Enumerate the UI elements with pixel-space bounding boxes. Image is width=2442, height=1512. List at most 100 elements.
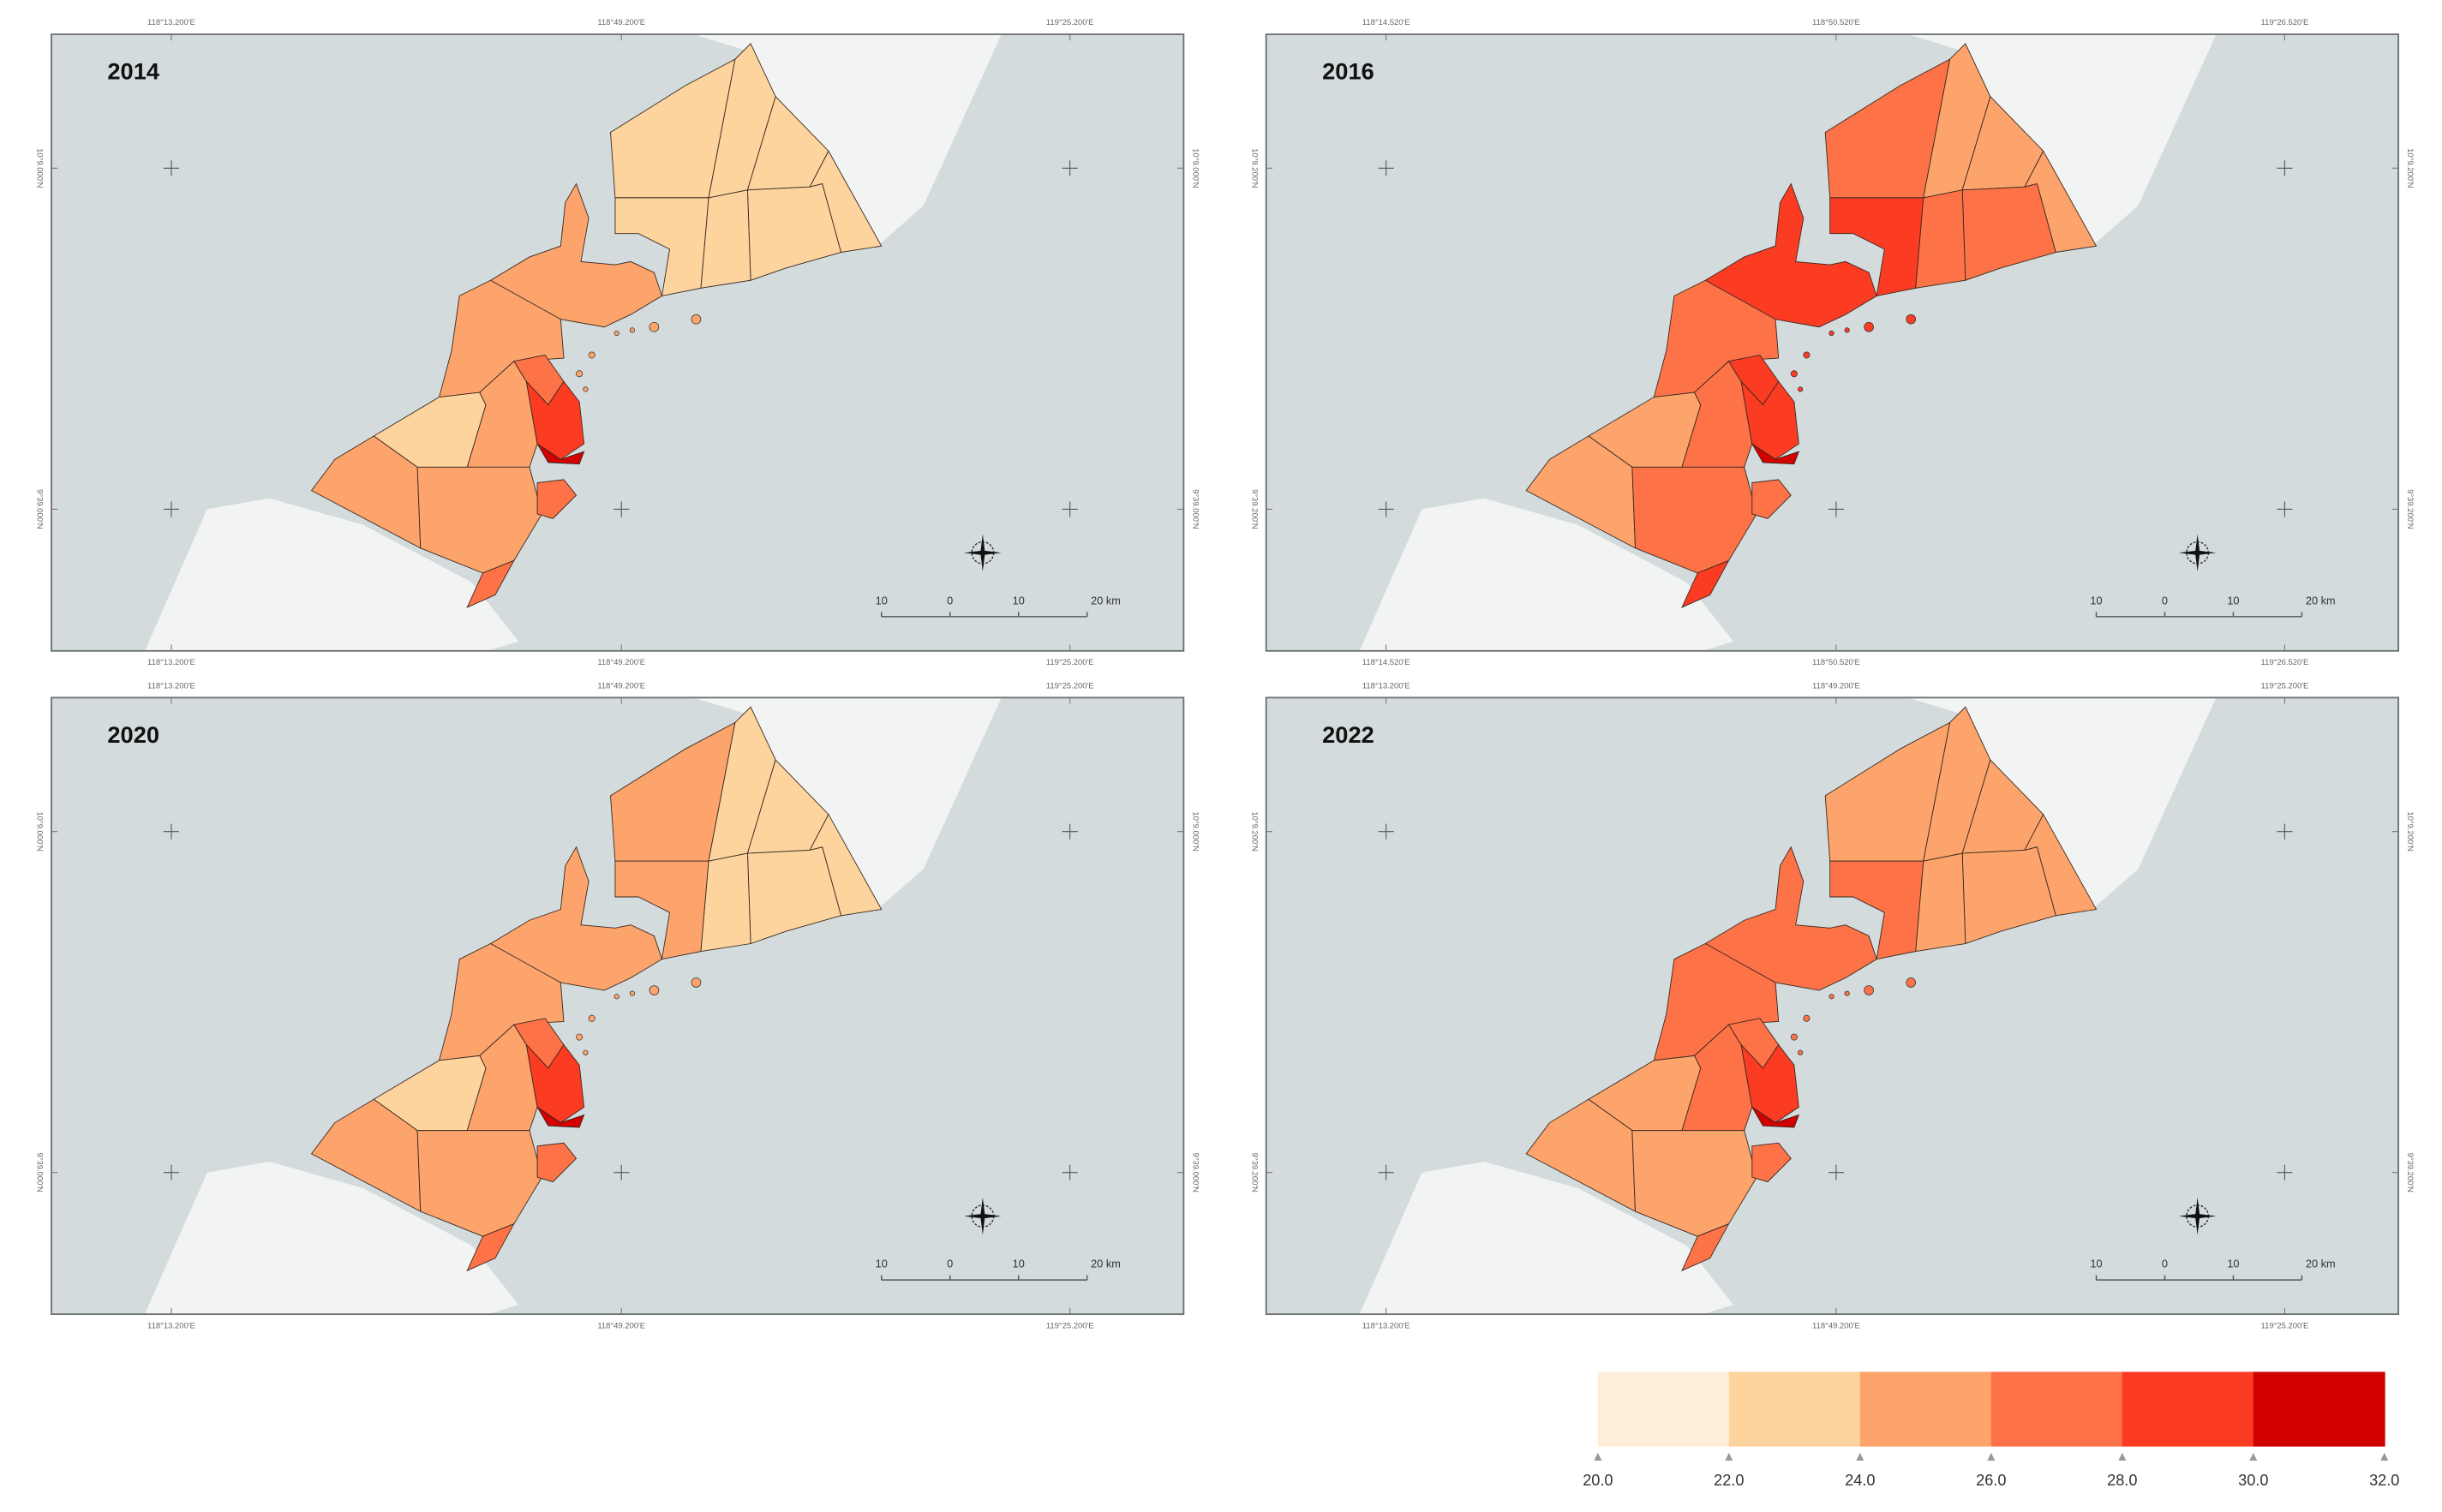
map-frame — [1265, 33, 2400, 652]
island — [649, 321, 660, 332]
municipality-region — [466, 1222, 515, 1272]
island — [1790, 1033, 1798, 1041]
latitude-label: 9°39.000'N — [35, 489, 45, 529]
map-frame — [1265, 696, 2400, 1316]
longitude-label: 118°13.200'E — [1362, 1321, 1410, 1330]
longitude-label: 119°25.200'E — [1046, 18, 1094, 27]
longitude-label: 118°49.200'E — [597, 1321, 645, 1330]
scale-bar-label: 0 — [2162, 594, 2168, 607]
scale-bar: 10 0 10 20 km — [876, 1258, 1121, 1281]
map-body: 10 0 10 20 km — [1266, 697, 2399, 1315]
latitude-label: 10°9.000'N — [1190, 148, 1200, 188]
municipality-region — [1740, 379, 1799, 460]
legend-break-label: 24.0 — [1845, 1472, 1875, 1489]
longitude-label: 118°50.520'E — [1812, 18, 1860, 27]
island — [1864, 321, 1874, 332]
island — [583, 1049, 589, 1055]
longitude-label: 118°14.520'E — [1362, 18, 1410, 27]
legend-tick-triangle-icon — [1725, 1452, 1733, 1461]
municipality-region — [536, 1142, 578, 1183]
longitude-label: 119°25.200'E — [1046, 681, 1094, 690]
graticule-cross-icon — [613, 501, 630, 517]
island — [1803, 1014, 1811, 1022]
municipality-region — [1751, 1106, 1800, 1128]
scale-bar-label: 0 — [2162, 1258, 2168, 1270]
map-body: 10 0 10 20 km — [1266, 34, 2399, 651]
graticule-cross-icon — [2277, 823, 2293, 840]
graticule-cross-icon — [613, 1164, 630, 1180]
scale-bar-label: 20 km — [1091, 1258, 1121, 1270]
island — [588, 1014, 596, 1022]
island — [1864, 985, 1874, 995]
legend-swatch — [1990, 1372, 2123, 1447]
island — [1798, 1049, 1804, 1055]
graticule-cross-icon — [1378, 160, 1394, 176]
scale-bar-label: 10 — [2090, 594, 2102, 607]
municipality-region — [536, 443, 585, 465]
graticule-cross-icon — [1828, 1164, 1845, 1180]
longitude-label: 119°25.200'E — [1046, 1321, 1094, 1330]
municipality-region — [1751, 479, 1792, 519]
municipality-region — [614, 197, 709, 296]
latitude-label: 10°9.200'N — [2405, 148, 2415, 188]
municipality-region — [416, 466, 543, 574]
compass-rose-icon — [964, 534, 1002, 572]
map-panel-2022: 10 0 10 20 km 2022 118°13.200'E 118°13.200'E 11… — [1249, 681, 2415, 1330]
longitude-label: 118°49.200'E — [597, 18, 645, 27]
longitude-label: 118°13.200'E — [147, 681, 195, 690]
island — [1906, 977, 1917, 988]
latitude-label: 10°9.200'N — [1249, 148, 1259, 188]
graticule-cross-icon — [1378, 823, 1394, 840]
latitude-label: 10°9.200'N — [2405, 811, 2415, 852]
land-southwest — [1359, 1161, 1733, 1315]
latitude-label: 9°39.200'N — [2405, 489, 2415, 529]
scale-bar: 10 0 10 20 km — [2090, 1258, 2336, 1281]
island — [691, 314, 702, 325]
longitude-label: 119°26.520'E — [2261, 658, 2309, 667]
municipality-region — [1704, 846, 1877, 991]
latitude-label: 10°9.000'N — [35, 148, 45, 188]
compass-rose-icon — [964, 1197, 1002, 1235]
municipality-region — [1704, 182, 1877, 328]
latitude-label: 9°39.200'N — [2405, 1152, 2415, 1192]
scale-bar: 10 0 10 20 km — [2090, 594, 2336, 618]
municipality-region — [1631, 1130, 1757, 1237]
map-body: 10 0 10 20 km — [51, 34, 1184, 651]
municipality-region — [489, 182, 663, 328]
latitude-label: 9°39.200'N — [1249, 1152, 1259, 1192]
legend-swatch — [1859, 1372, 1992, 1447]
longitude-label: 119°25.200'E — [2261, 681, 2309, 690]
municipality-region — [1740, 1043, 1799, 1124]
longitude-label: 118°13.200'E — [147, 1321, 195, 1330]
latitude-label: 9°39.000'N — [1190, 489, 1200, 529]
legend-tick-triangle-icon — [1594, 1452, 1602, 1461]
longitude-label: 118°49.200'E — [597, 658, 645, 667]
legend-tick-triangle-icon — [1856, 1452, 1864, 1461]
longitude-label: 118°14.520'E — [1362, 658, 1410, 667]
municipality-region — [1681, 559, 1730, 608]
graticule-cross-icon — [1062, 160, 1078, 176]
map-body: 10 0 10 20 km — [51, 697, 1184, 1315]
municipality-region — [1525, 1098, 1636, 1212]
island — [583, 386, 589, 392]
longitude-label: 118°13.200'E — [147, 18, 195, 27]
island — [576, 370, 584, 378]
latitude-label: 10°9.200'N — [1249, 811, 1259, 852]
latitude-label: 10°9.000'N — [1190, 811, 1200, 852]
municipality-region — [489, 846, 663, 991]
graticule-cross-icon — [163, 823, 180, 840]
scale-bar-label: 0 — [947, 594, 953, 607]
municipality-region — [310, 1098, 422, 1212]
longitude-label: 118°49.200'E — [1812, 1321, 1860, 1330]
island — [629, 327, 636, 333]
island — [1829, 994, 1834, 1000]
legend-tick-triangle-icon — [2249, 1452, 2258, 1461]
latitude-label: 9°39.000'N — [35, 1152, 45, 1192]
map-frame — [51, 696, 1185, 1316]
longitude-label: 118°13.200'E — [147, 658, 195, 667]
legend-tick-triangle-icon — [1987, 1452, 1996, 1461]
longitude-label: 118°49.200'E — [597, 681, 645, 690]
latitude-label: 9°39.200'N — [1249, 489, 1259, 529]
graticule-cross-icon — [2277, 160, 2293, 176]
